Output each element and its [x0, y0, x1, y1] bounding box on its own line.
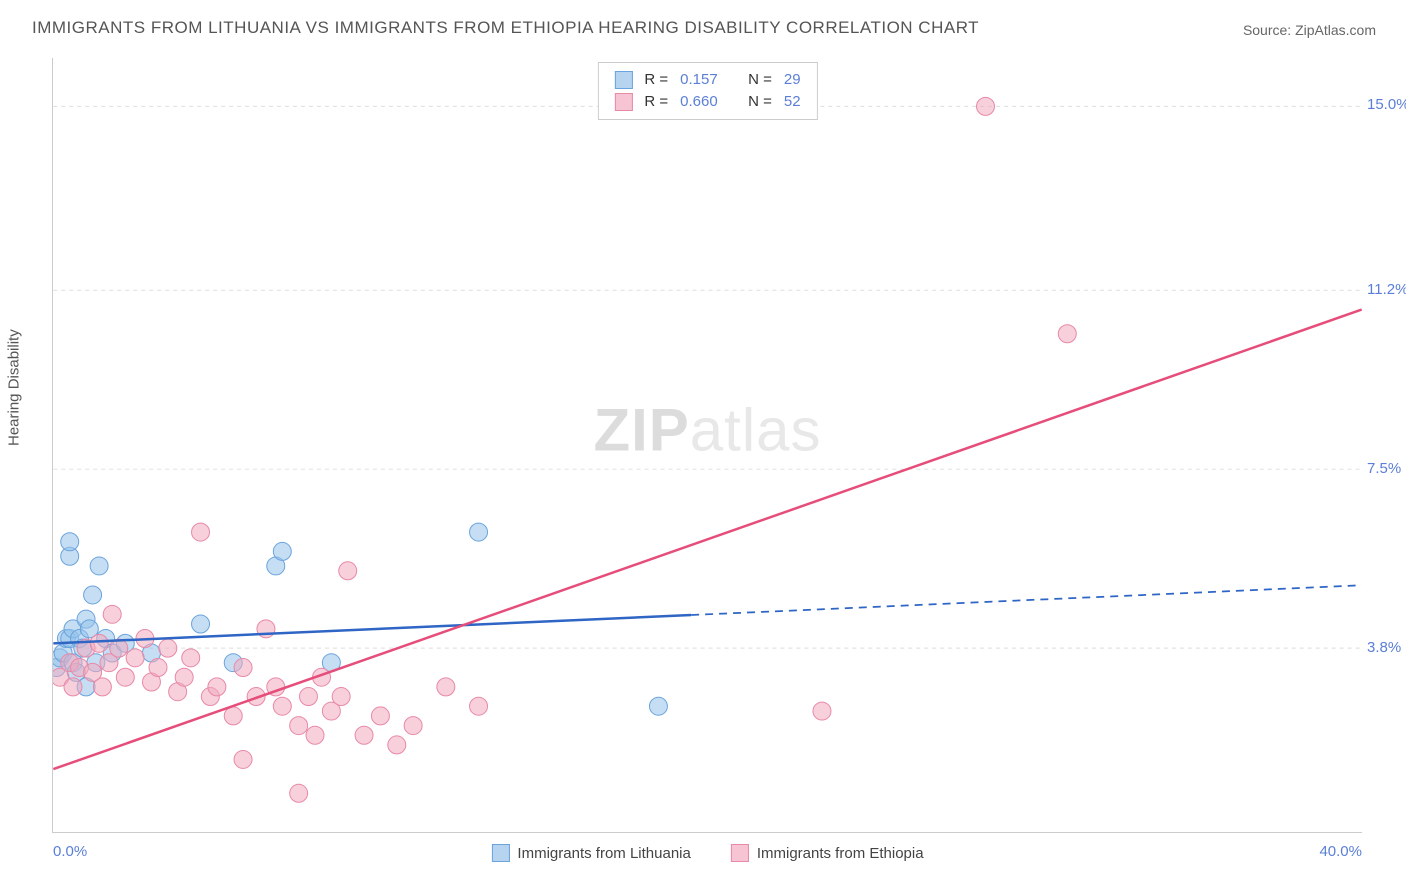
legend-n-label: N =: [748, 91, 772, 113]
y-axis-label: Hearing Disability: [6, 329, 23, 446]
scatter-point: [175, 668, 193, 686]
scatter-point: [332, 688, 350, 706]
scatter-plot-svg: [53, 58, 1362, 832]
trend-line-solid: [53, 310, 1361, 770]
trend-line-solid: [53, 615, 691, 643]
correlation-legend: R = 0.157 N = 29 R = 0.660 N = 52: [597, 62, 817, 120]
legend-row: R = 0.157 N = 29: [614, 69, 800, 91]
legend-r-value: 0.660: [680, 91, 730, 113]
scatter-point: [61, 533, 79, 551]
y-tick-label: 11.2%: [1367, 281, 1406, 298]
scatter-point: [149, 659, 167, 677]
scatter-point: [103, 605, 121, 623]
scatter-point: [371, 707, 389, 725]
scatter-point: [290, 784, 308, 802]
scatter-point: [404, 717, 422, 735]
legend-r-label: R =: [644, 69, 668, 91]
scatter-point: [813, 702, 831, 720]
legend-swatch: [731, 844, 749, 862]
scatter-point: [208, 678, 226, 696]
scatter-point: [90, 557, 108, 575]
y-tick-label: 7.5%: [1367, 460, 1406, 477]
source-attribution: Source: ZipAtlas.com: [1243, 22, 1376, 38]
scatter-point: [116, 668, 134, 686]
trend-line-dashed: [691, 585, 1362, 615]
scatter-point: [93, 678, 111, 696]
legend-swatch: [614, 71, 632, 89]
scatter-point: [192, 523, 210, 541]
legend-r-label: R =: [644, 91, 668, 113]
x-axis-max-label: 40.0%: [1319, 843, 1362, 860]
chart-title: IMMIGRANTS FROM LITHUANIA VS IMMIGRANTS …: [32, 18, 979, 38]
legend-n-label: N =: [748, 69, 772, 91]
x-axis-min-label: 0.0%: [53, 843, 87, 860]
scatter-point: [355, 726, 373, 744]
scatter-point: [159, 639, 177, 657]
legend-swatch: [491, 844, 509, 862]
scatter-point: [470, 697, 488, 715]
scatter-point: [84, 586, 102, 604]
legend-item: Immigrants from Ethiopia: [731, 844, 924, 862]
chart-plot-area: ZIPatlas R =0.157N =29R =0.660N =52 0.0%…: [52, 58, 1362, 833]
scatter-point: [126, 649, 144, 667]
scatter-point: [234, 750, 252, 768]
legend-r-value: 0.157: [680, 69, 730, 91]
scatter-point: [299, 688, 317, 706]
y-tick-label: 15.0%: [1367, 96, 1406, 113]
scatter-point: [182, 649, 200, 667]
scatter-point: [273, 542, 291, 560]
scatter-point: [437, 678, 455, 696]
scatter-point: [470, 523, 488, 541]
scatter-point: [234, 659, 252, 677]
legend-label: Immigrants from Lithuania: [517, 845, 690, 862]
legend-label: Immigrants from Ethiopia: [757, 845, 924, 862]
scatter-point: [192, 615, 210, 633]
y-tick-label: 3.8%: [1367, 639, 1406, 656]
legend-swatch: [614, 93, 632, 111]
scatter-point: [64, 678, 82, 696]
series-legend: Immigrants from Lithuania Immigrants from…: [491, 844, 923, 862]
scatter-point: [1058, 325, 1076, 343]
scatter-point: [339, 562, 357, 580]
scatter-point: [388, 736, 406, 754]
scatter-point: [977, 97, 995, 115]
legend-n-value: 52: [784, 91, 801, 113]
scatter-point: [649, 697, 667, 715]
legend-n-value: 29: [784, 69, 801, 91]
legend-item: Immigrants from Lithuania: [491, 844, 690, 862]
scatter-point: [90, 634, 108, 652]
scatter-point: [273, 697, 291, 715]
legend-row: R = 0.660 N = 52: [614, 91, 800, 113]
scatter-point: [306, 726, 324, 744]
scatter-point: [290, 717, 308, 735]
scatter-point: [224, 707, 242, 725]
